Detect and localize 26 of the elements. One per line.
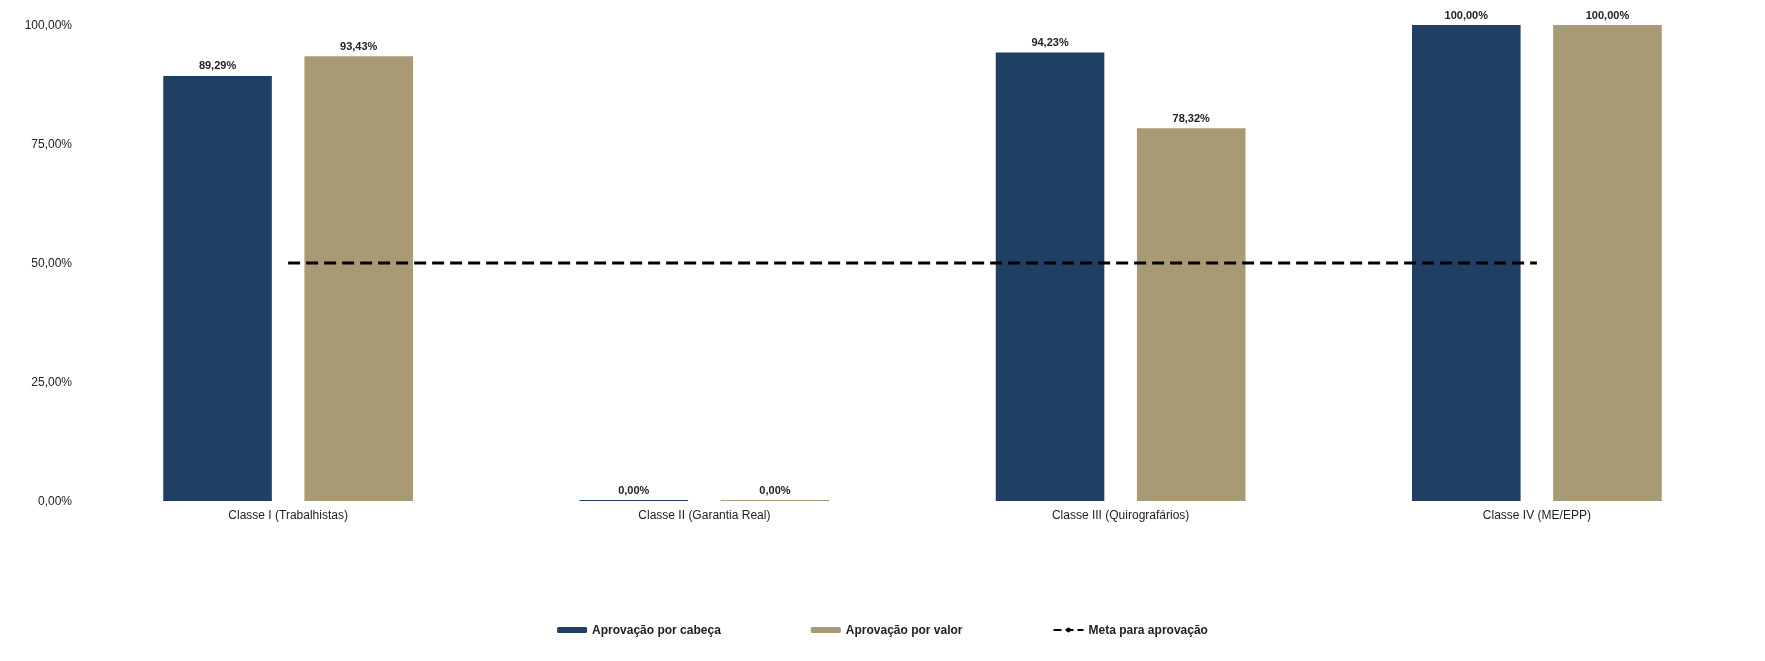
bar [304, 56, 413, 501]
data-label: 94,23% [1031, 35, 1069, 48]
x-tick-label: Classe I (Trabalhistas) [228, 508, 348, 522]
data-label: 100,00% [1444, 8, 1489, 21]
data-label: 0,00% [618, 483, 650, 496]
x-tick-label: Classe IV (ME/EPP) [1482, 508, 1591, 522]
x-tick-label: Classe II (Garantia Real) [638, 508, 771, 522]
y-tick-label: 100,00% [24, 18, 73, 32]
y-tick-label: 50,00% [31, 256, 73, 270]
data-label: 89,29% [198, 59, 237, 72]
data-label: 93,43% [340, 39, 378, 52]
bar [1412, 25, 1521, 501]
legend-label: Meta para aprovação [1088, 623, 1208, 637]
data-label: 78,32% [1172, 111, 1211, 124]
y-tick-label: 0,00% [37, 494, 73, 508]
bar [995, 52, 1105, 501]
legend-label: Aprovação por cabeça [592, 623, 722, 637]
x-tick-label: Classe III (Quirografários) [1051, 508, 1190, 522]
bar [1136, 128, 1246, 501]
data-label: 0,00% [759, 483, 791, 496]
data-label: 100,00% [1585, 8, 1630, 21]
y-tick-label: 25,00% [31, 375, 73, 389]
y-tick-label: 75,00% [31, 137, 73, 151]
bar [1553, 25, 1662, 501]
bar [163, 75, 272, 501]
legend-label: Aprovação por valor [845, 623, 963, 637]
